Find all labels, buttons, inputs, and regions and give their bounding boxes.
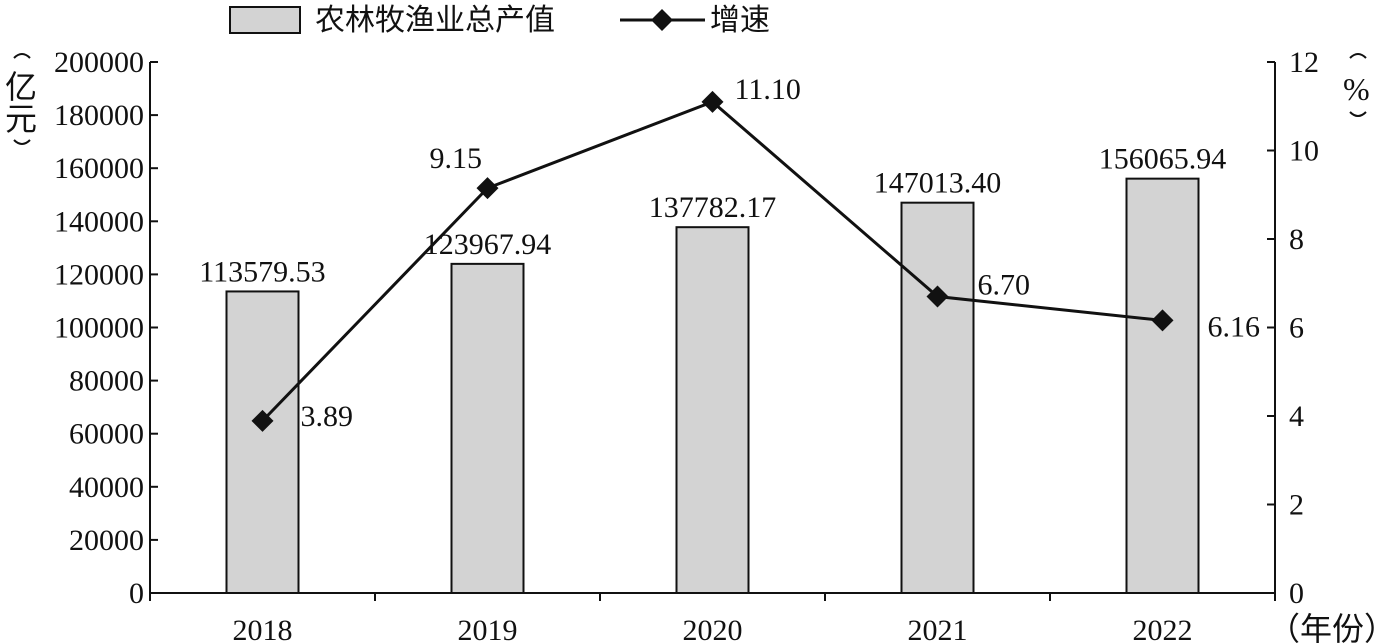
right-tick-label: 6 xyxy=(1289,312,1304,345)
right-unit-char: % xyxy=(1343,71,1370,107)
right-tick-label: 0 xyxy=(1289,577,1304,610)
x-tick-label: 2019 xyxy=(458,614,518,644)
left-tick-label: 80000 xyxy=(69,365,144,398)
growth-marker xyxy=(251,409,274,432)
growth-marker xyxy=(926,285,949,308)
right-tick-label: 8 xyxy=(1289,223,1304,256)
left-tick-label: 0 xyxy=(129,577,144,610)
right-unit-paren-bottom xyxy=(1349,111,1367,117)
left-tick-label: 60000 xyxy=(69,418,144,451)
right-unit-paren-top xyxy=(1349,53,1367,59)
left-tick-label: 200000 xyxy=(54,46,144,79)
bar-value-label: 156065.94 xyxy=(1099,143,1227,176)
bar xyxy=(225,290,300,594)
right-tick-label: 4 xyxy=(1289,400,1304,433)
growth-marker xyxy=(1151,309,1174,332)
left-unit-paren-top xyxy=(13,53,31,59)
bar-value-label: 113579.53 xyxy=(199,255,325,288)
x-tick-label: 2022 xyxy=(1133,614,1193,644)
growth-value-label: 11.10 xyxy=(735,73,801,106)
right-tick-label: 2 xyxy=(1289,489,1304,522)
plot-area: 0 20000 40000 60000 80000 100000 120000 140000 1… xyxy=(13,46,1367,644)
left-unit-char-2: 元 xyxy=(5,101,37,137)
legend-marker-diamond xyxy=(651,9,673,31)
growth-value-label: 9.15 xyxy=(430,142,483,175)
left-unit-paren-bottom xyxy=(13,139,31,145)
growth-marker xyxy=(701,90,724,113)
left-tick-label: 20000 xyxy=(69,524,144,557)
x-axis-title: （年份） xyxy=(1268,611,1380,644)
left-tick-label: 140000 xyxy=(54,205,144,238)
x-tick-label: 2020 xyxy=(683,614,743,644)
growth-value-label: 6.16 xyxy=(1208,310,1261,343)
left-tick-label: 40000 xyxy=(69,471,144,504)
legend: 农林牧渔业总产值 增速 xyxy=(229,4,770,37)
bar-value-label: 147013.40 xyxy=(874,167,1002,200)
right-axis-unit: % xyxy=(1343,71,1370,107)
legend-swatch-bar xyxy=(229,6,301,34)
right-tick-label: 12 xyxy=(1289,46,1319,79)
x-tick-label: 2021 xyxy=(908,614,968,644)
right-tick-label: 10 xyxy=(1289,135,1319,168)
left-tick-label: 180000 xyxy=(54,99,144,132)
left-unit-char-1: 亿 xyxy=(5,69,37,105)
growth-marker xyxy=(476,177,499,200)
left-tick-label: 120000 xyxy=(54,258,144,291)
left-tick-label: 160000 xyxy=(54,152,144,185)
bar xyxy=(1125,177,1200,594)
bar-value-label: 137782.17 xyxy=(649,191,777,224)
bar xyxy=(450,262,525,594)
growth-value-label: 6.70 xyxy=(978,269,1031,302)
legend-label-bar: 农林牧渔业总产值 xyxy=(315,4,555,37)
bar xyxy=(675,226,750,595)
left-axis-unit: 亿 元 xyxy=(5,69,37,137)
growth-value-label: 3.89 xyxy=(301,400,354,433)
left-tick-label: 100000 xyxy=(54,312,144,345)
bar xyxy=(900,201,975,595)
legend-label-line: 增速 xyxy=(710,4,770,37)
x-tick-label: 2018 xyxy=(233,614,293,644)
